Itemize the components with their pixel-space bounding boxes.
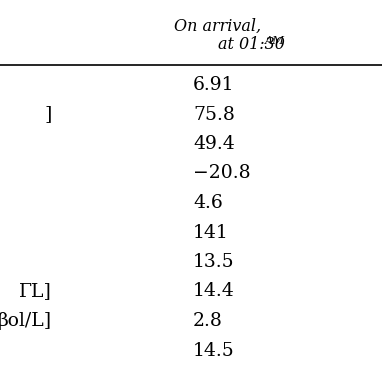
Text: ΓL]: ΓL]: [19, 283, 52, 301]
Text: On arrival,: On arrival,: [175, 18, 262, 35]
Text: 4.6: 4.6: [193, 194, 223, 212]
Text: AM: AM: [265, 36, 285, 46]
Text: βol/L]: βol/L]: [0, 312, 52, 330]
Text: 6.91: 6.91: [193, 76, 235, 94]
Text: 49.4: 49.4: [193, 135, 235, 153]
Text: 2.8: 2.8: [193, 312, 223, 330]
Text: 141: 141: [193, 223, 229, 241]
Text: 13.5: 13.5: [193, 253, 235, 271]
Text: 14.5: 14.5: [193, 342, 235, 359]
Text: at 01:30: at 01:30: [218, 36, 290, 53]
Text: ]: ]: [45, 105, 52, 123]
Text: 14.4: 14.4: [193, 283, 235, 301]
Text: 75.8: 75.8: [193, 105, 235, 123]
Text: −20.8: −20.8: [193, 165, 251, 183]
